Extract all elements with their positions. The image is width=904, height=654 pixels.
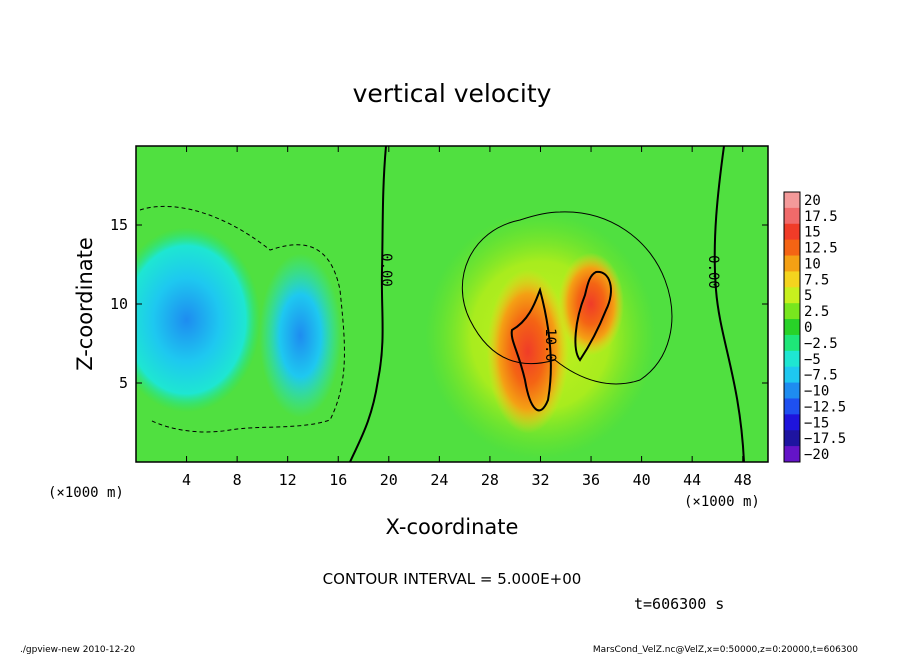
contour-10 [510,286,552,412]
colorbar-swatch [784,192,800,209]
contour-10-right [574,270,612,362]
colorbar-label: −15 [804,415,829,431]
plot-area: 0.00 0.00 10.0 [136,146,768,462]
colorbar-label: −17.5 [804,431,846,447]
chart-title: vertical velocity [353,79,552,108]
colorbar-label: 5 [804,288,812,304]
x-tick-label: 8 [233,471,242,489]
colorbar-label: −10 [804,384,829,400]
colorbar-label: −12.5 [804,399,846,415]
x-tick-label: 16 [329,471,347,489]
colorbar-swatch [784,319,800,336]
colorbar-swatch [784,223,800,241]
field-features [136,212,656,459]
x-axis-label: X-coordinate [386,515,519,539]
x-tick-label: 44 [683,471,701,489]
contour-5 [461,211,673,385]
x-unit-label-left: (×1000 m) [48,485,124,501]
x-axis-ticks: 4 8 12 16 20 24 28 32 36 40 44 48 [182,146,752,489]
footer-left: ./gpview-new 2010-12-20 [20,645,135,654]
contour-label-zero-right: 0.00 [705,255,721,289]
contour-labels: 0.00 0.00 10.0 [378,253,721,362]
x-tick-label: 32 [531,471,549,489]
colorbar: 2017.51512.5107.552.50−2.5−5−7.5−10−12.5… [783,191,846,463]
colorbar-swatch [784,366,800,384]
colorbar-label: −7.5 [804,368,838,384]
colorbar-label: 12.5 [804,241,838,257]
colorbar-swatch [784,287,800,304]
contour-lines [139,146,745,462]
field-feature-down-1 [259,253,342,418]
colorbar-swatch [784,430,800,447]
field-feature-down-0 [136,227,261,413]
x-tick-label: 24 [430,471,448,489]
colorbar-swatch [784,398,800,415]
y-axis-ticks: 5 10 15 [110,216,768,392]
x-tick-label: 40 [633,471,651,489]
footer-right: MarsCond_VelZ.nc@VelZ,x=0:50000,z=0:2000… [593,645,858,654]
colorbar-swatch [784,255,800,272]
colorbar-swatch [784,271,800,288]
x-tick-label: 28 [481,471,499,489]
colorbar-swatch [784,303,800,320]
x-unit-label-right: (×1000 m) [684,494,760,510]
x-tick-label: 36 [582,471,600,489]
colorbar-swatch [784,446,800,463]
y-axis-label: Z-coordinate [73,237,97,371]
contour-interval-text: CONTOUR INTERVAL = 5.000E+00 [323,570,582,588]
colorbar-swatch [784,239,800,257]
colorbar-swatch [784,334,800,352]
zero-contour-left [349,146,387,462]
colorbar-swatch [784,350,800,368]
colorbar-label: 10 [804,256,821,272]
colorbar-label: 15 [804,225,821,241]
colorbar-label: 7.5 [804,272,829,288]
contour-label-ten: 10.0 [542,328,558,362]
y-tick-label: 15 [110,216,128,234]
colorbar-frame [783,191,801,463]
dashed-contour-left [139,205,345,433]
y-tick-label: 10 [110,295,128,313]
contour-label-zero-left: 0.00 [378,253,394,287]
colorbar-label: 0 [804,320,812,336]
zero-contour-right [713,146,745,462]
colorbar-label: −5 [804,352,821,368]
x-tick-label: 20 [380,471,398,489]
colorbar-label: 2.5 [804,304,829,320]
colorbar-swatch [784,207,800,225]
colorbar-label: 17.5 [804,209,838,225]
x-tick-label: 12 [279,471,297,489]
colorbar-label: −2.5 [804,336,838,352]
colorbar-swatch [784,414,800,431]
time-text: t=606300 s [634,595,724,613]
x-tick-label: 4 [182,471,191,489]
colorbar-swatch [784,382,800,399]
colorbar-label: 20 [804,193,821,209]
y-tick-label: 5 [119,374,128,392]
x-tick-label: 48 [734,471,752,489]
colorbar-label: −20 [804,447,829,463]
